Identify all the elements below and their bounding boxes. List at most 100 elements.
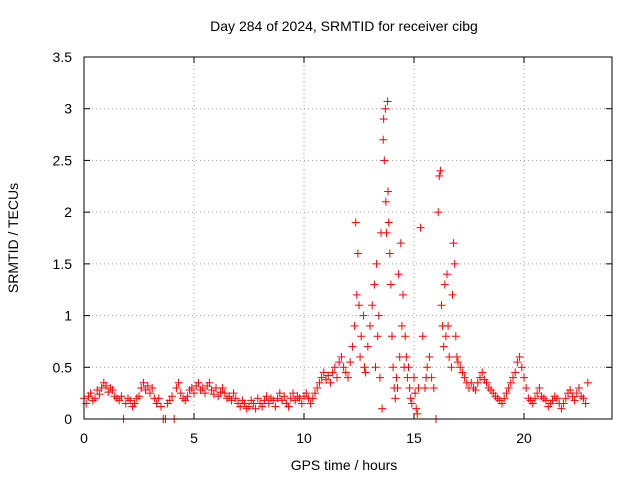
- data-point: [154, 394, 163, 403]
- data-point: [484, 383, 493, 392]
- data-point: [280, 392, 289, 401]
- data-point: [392, 373, 401, 382]
- data-point: [286, 394, 295, 403]
- y-tick-label: 1.5: [53, 256, 73, 272]
- data-point: [439, 342, 448, 351]
- data-point: [427, 373, 436, 382]
- data-point: [302, 389, 311, 398]
- data-point: [533, 389, 542, 398]
- data-points: [80, 97, 592, 423]
- data-point: [448, 290, 457, 299]
- data-point: [146, 389, 154, 398]
- axes: 0 5 10 15 20 0 0.5 1 1.5 2 2.5 3 3.5: [53, 49, 612, 446]
- data-point: [454, 358, 462, 367]
- data-point: [225, 392, 234, 401]
- data-point: [137, 383, 146, 392]
- data-point: [319, 368, 328, 377]
- data-point: [405, 383, 414, 392]
- data-point: [372, 259, 381, 268]
- x-tick-label: 10: [296, 430, 312, 446]
- data-point: [381, 197, 390, 206]
- data-point: [242, 404, 251, 413]
- data-point: [205, 378, 214, 387]
- y-tick-label: 0.5: [53, 359, 73, 375]
- data-point: [410, 373, 418, 382]
- data-point: [509, 373, 517, 382]
- data-point: [411, 389, 420, 398]
- data-point: [391, 394, 400, 403]
- data-point: [220, 389, 229, 398]
- data-point: [378, 404, 387, 413]
- data-point: [380, 156, 389, 165]
- data-point: [381, 104, 390, 113]
- data-point: [418, 332, 427, 341]
- data-point: [368, 301, 377, 310]
- data-point: [396, 239, 405, 248]
- data-point: [473, 378, 482, 387]
- data-point: [339, 363, 348, 372]
- data-point: [335, 358, 344, 367]
- y-tick-label: 0: [64, 411, 72, 427]
- data-point: [443, 270, 451, 279]
- data-point: [157, 402, 165, 411]
- data-point: [566, 386, 575, 395]
- data-point: [401, 332, 410, 341]
- data-point: [113, 394, 121, 403]
- data-point: [452, 352, 461, 361]
- data-point: [528, 399, 537, 408]
- data-point: [557, 404, 566, 413]
- data-point: [262, 392, 271, 401]
- data-point: [397, 321, 406, 330]
- data-point: [447, 363, 456, 372]
- data-point: [469, 383, 478, 392]
- data-point: [515, 352, 524, 361]
- data-point: [284, 402, 293, 411]
- data-point: [258, 402, 267, 411]
- data-point: [458, 368, 467, 377]
- data-point: [476, 373, 484, 382]
- data-point: [295, 394, 304, 403]
- data-point: [511, 368, 520, 377]
- data-point: [179, 394, 187, 403]
- y-tick-label: 3.5: [53, 49, 73, 65]
- data-point: [172, 383, 181, 392]
- data-point: [366, 321, 374, 330]
- data-point: [350, 321, 359, 330]
- data-point: [168, 392, 176, 401]
- data-point: [402, 352, 411, 361]
- data-point: [570, 396, 579, 405]
- data-point: [330, 363, 339, 372]
- data-point: [326, 378, 335, 387]
- data-point: [240, 399, 249, 408]
- data-point: [253, 394, 262, 403]
- data-point: [539, 394, 548, 403]
- data-point: [353, 249, 362, 258]
- data-point: [393, 383, 402, 392]
- data-point: [520, 373, 528, 382]
- data-point: [227, 396, 236, 405]
- data-point: [449, 239, 458, 248]
- data-point: [389, 363, 398, 372]
- data-point: [135, 392, 143, 401]
- data-point: [363, 342, 372, 351]
- data-point: [278, 396, 286, 405]
- x-tick-label: 15: [406, 430, 422, 446]
- data-point: [297, 399, 306, 408]
- data-point: [139, 378, 148, 387]
- data-point: [583, 378, 592, 387]
- data-point: [194, 378, 203, 387]
- data-point: [361, 368, 370, 377]
- data-point: [506, 378, 515, 387]
- data-point: [216, 388, 225, 397]
- data-point: [436, 166, 445, 175]
- data-point: [214, 392, 223, 401]
- data-point: [478, 368, 487, 377]
- data-point: [289, 389, 297, 398]
- data-point: [181, 396, 190, 405]
- data-point: [121, 399, 130, 408]
- data-point: [429, 383, 438, 392]
- data-point: [550, 392, 559, 401]
- data-point: [553, 394, 561, 403]
- data-point: [451, 332, 460, 341]
- data-point: [375, 373, 384, 382]
